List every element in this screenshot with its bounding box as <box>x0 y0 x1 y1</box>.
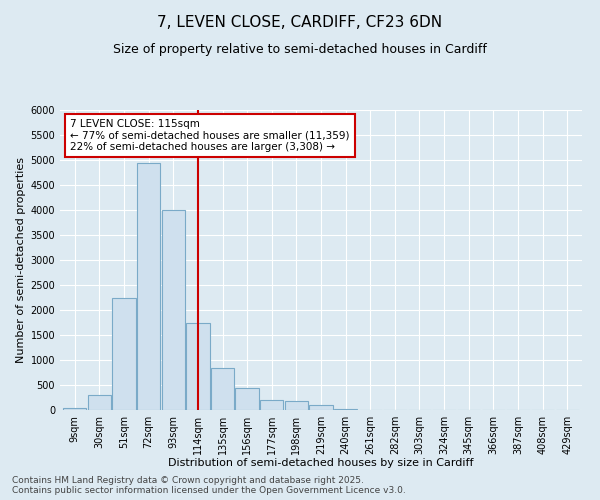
Y-axis label: Number of semi-detached properties: Number of semi-detached properties <box>16 157 26 363</box>
Bar <box>112 298 136 410</box>
Bar <box>137 162 160 410</box>
Bar <box>235 388 259 410</box>
Text: 7 LEVEN CLOSE: 115sqm
← 77% of semi-detached houses are smaller (11,359)
22% of : 7 LEVEN CLOSE: 115sqm ← 77% of semi-deta… <box>70 119 350 152</box>
Text: Contains HM Land Registry data © Crown copyright and database right 2025.
Contai: Contains HM Land Registry data © Crown c… <box>12 476 406 495</box>
Bar <box>284 401 308 410</box>
Bar <box>334 409 358 410</box>
Bar <box>260 400 283 410</box>
Text: 7, LEVEN CLOSE, CARDIFF, CF23 6DN: 7, LEVEN CLOSE, CARDIFF, CF23 6DN <box>157 15 443 30</box>
Text: Size of property relative to semi-detached houses in Cardiff: Size of property relative to semi-detach… <box>113 42 487 56</box>
X-axis label: Distribution of semi-detached houses by size in Cardiff: Distribution of semi-detached houses by … <box>168 458 474 468</box>
Bar <box>310 405 332 410</box>
Bar <box>63 408 86 410</box>
Bar <box>186 322 209 410</box>
Bar <box>88 395 111 410</box>
Bar <box>161 210 185 410</box>
Bar <box>211 368 234 410</box>
